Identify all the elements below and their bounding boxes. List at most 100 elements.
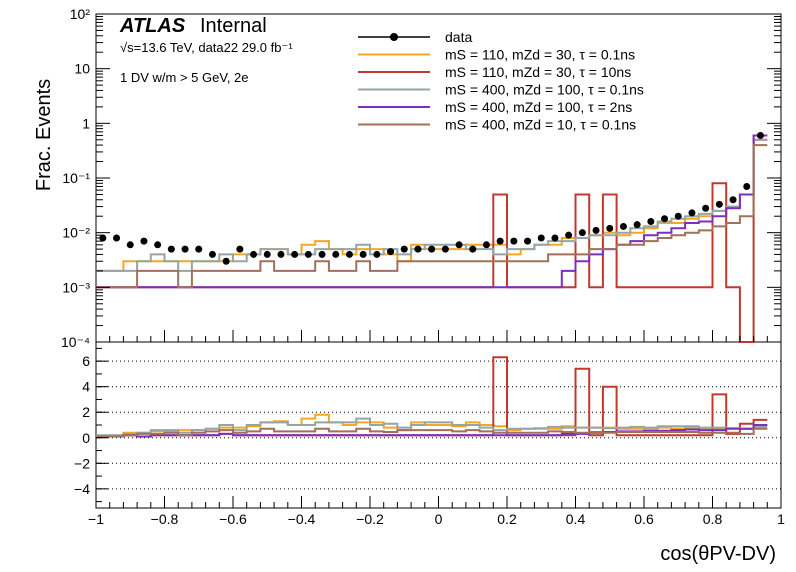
data-point	[222, 257, 230, 265]
y-tick-label: 10⁻³	[62, 279, 90, 295]
data-point	[441, 245, 449, 253]
data-point	[743, 182, 751, 190]
x-tick-label: −1	[88, 511, 104, 527]
ratio-tick-label: −2	[74, 455, 90, 471]
data-point	[291, 250, 299, 258]
x-tick-label: 0.2	[497, 511, 517, 527]
ratio-tick-label: −4	[74, 481, 90, 497]
ratio-tick-label: 4	[82, 379, 90, 395]
series-line	[96, 138, 768, 272]
data-point	[304, 250, 312, 258]
data-point	[400, 245, 408, 253]
data-point	[154, 241, 162, 249]
data-point	[633, 221, 641, 229]
data-point	[688, 209, 696, 217]
data-point	[592, 226, 600, 234]
data-point	[565, 231, 573, 239]
data-point	[702, 204, 710, 212]
data-point	[756, 131, 764, 139]
data-point	[414, 245, 422, 253]
y-tick-label: 10⁻⁴	[61, 334, 90, 350]
ratio-series-line	[96, 424, 768, 438]
x-tick-label: 0	[435, 511, 443, 527]
x-tick-label: 1	[777, 511, 785, 527]
legend-entry-label: data	[445, 29, 472, 45]
x-tick-label: 0.8	[703, 511, 723, 527]
x-tick-label: −0.2	[356, 511, 384, 527]
y-tick-label: 10²	[70, 6, 91, 22]
data-points-layer	[99, 131, 764, 265]
data-point	[318, 250, 326, 258]
data-point	[140, 237, 148, 245]
data-point	[551, 234, 559, 242]
series-line	[96, 138, 768, 343]
data-point	[195, 245, 203, 253]
data-point	[345, 250, 353, 258]
data-point	[359, 250, 367, 258]
x-tick-label: 0.4	[566, 511, 586, 527]
data-point	[263, 250, 271, 258]
data-point	[250, 250, 258, 258]
data-point	[208, 250, 216, 258]
legend-entry-label: mS = 110, mZd = 30, τ = 10ns	[445, 64, 631, 80]
data-point	[537, 234, 545, 242]
data-point	[578, 229, 586, 237]
x-tick-label: −0.4	[288, 511, 316, 527]
legend-entry-label: mS = 400, mZd = 100, τ = 0.1ns	[445, 82, 644, 98]
data-point	[373, 250, 381, 258]
ratio-axis-ticks: −4 −2 0 2 4 6	[74, 347, 108, 503]
y-tick-label: 10⁻¹	[62, 170, 90, 186]
data-point	[674, 212, 682, 220]
main-plot-frame	[95, 13, 782, 343]
energy-label: √s=13.6 TeV, data22 29.0 fb⁻¹	[120, 40, 293, 55]
y-tick-label: 10⁻²	[62, 225, 90, 241]
legend-entry-label: mS = 110, mZd = 30, τ = 0.1ns	[445, 47, 635, 63]
data-point	[510, 237, 518, 245]
atlas-label: ATLAS	[119, 15, 186, 37]
legend-entry-label: mS = 400, mZd = 100, τ = 2ns	[445, 99, 632, 115]
data-point	[619, 222, 627, 230]
ratio-series-line	[96, 427, 768, 438]
data-point	[469, 245, 477, 253]
data-point	[236, 245, 244, 253]
data-point	[428, 245, 436, 253]
y-axis-title: Frac. Events	[33, 79, 55, 191]
ratio-series-layer	[96, 356, 768, 438]
legend-entry-label: mS = 400, mZd = 10, τ = 0.1ns	[445, 117, 636, 133]
x-tick-label: −0.8	[151, 511, 179, 527]
data-point	[113, 234, 121, 242]
data-point	[661, 215, 669, 223]
atlas-status: Internal	[200, 15, 267, 37]
data-point	[181, 245, 189, 253]
series-line	[96, 134, 768, 289]
data-point	[455, 241, 463, 249]
data-point	[482, 241, 490, 249]
ratio-tick-label: 6	[82, 353, 90, 369]
y-tick-label: 1	[82, 115, 90, 131]
x-axis-title: cos(θPV-DV)	[660, 543, 776, 565]
data-point	[729, 196, 737, 204]
data-point	[606, 224, 614, 232]
ratio-tick-label: 0	[82, 430, 90, 446]
ratio-tick-label: 2	[82, 404, 90, 420]
data-point	[496, 237, 504, 245]
data-point	[167, 245, 175, 253]
data-point	[277, 250, 285, 258]
data-point	[126, 241, 134, 249]
main-series-layer	[96, 134, 768, 343]
ratio-series-line	[96, 417, 768, 437]
y-axis-ticks: 10⁻⁴ 10⁻³ 10⁻² 10⁻¹ 1 10 10²	[61, 6, 781, 350]
data-point	[332, 250, 340, 258]
series-line	[96, 144, 768, 289]
data-point	[647, 218, 655, 226]
legend-swatch-marker	[390, 33, 398, 41]
x-tick-label: −0.6	[219, 511, 247, 527]
y-tick-label: 10	[74, 61, 90, 77]
data-point	[387, 248, 395, 256]
data-point	[524, 237, 532, 245]
selection-label: 1 DV w/m > 5 GeV, 2e	[120, 70, 249, 85]
x-axis-ticks: −1 −0.8 −0.6 −0.4 −0.2 0 0.2 0.4 0.6 0.8 1	[88, 330, 785, 527]
data-point	[715, 200, 723, 208]
